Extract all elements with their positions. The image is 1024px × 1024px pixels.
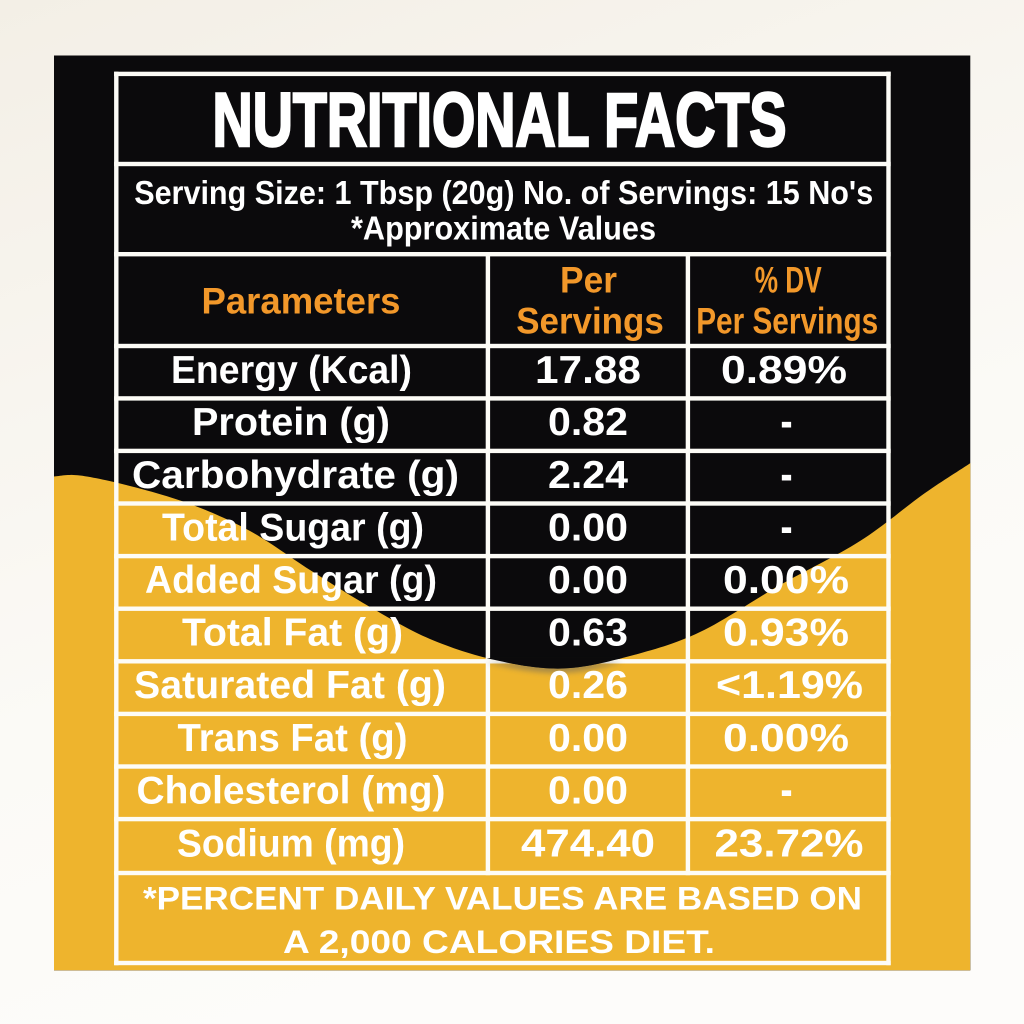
svg-text:Total Sugar (g): Total Sugar (g) (162, 506, 424, 549)
svg-text:-: - (781, 769, 792, 812)
svg-text:Saturated Fat (g): Saturated Fat (g) (134, 664, 446, 707)
svg-text:0.26: 0.26 (548, 664, 628, 707)
svg-text:Per Servings: Per Servings (696, 300, 878, 342)
svg-text:0.00: 0.00 (548, 506, 628, 549)
svg-text:Sodium (mg): Sodium (mg) (177, 823, 405, 866)
svg-text:Cholesterol (mg): Cholesterol (mg) (137, 769, 446, 812)
svg-text:Added Sugar (g): Added Sugar (g) (145, 559, 437, 602)
svg-text:NUTRITIONAL FACTS: NUTRITIONAL FACTS (213, 78, 787, 163)
svg-text:-: - (781, 506, 792, 549)
svg-text:*Approximate Values: *Approximate Values (351, 211, 656, 248)
svg-text:Per: Per (560, 258, 617, 300)
svg-text:0.00: 0.00 (548, 769, 628, 812)
svg-text:0.82: 0.82 (548, 401, 628, 444)
svg-text:-: - (781, 454, 792, 497)
svg-text:Carbohydrate (g): Carbohydrate (g) (132, 454, 459, 497)
svg-text:0.00: 0.00 (548, 559, 628, 602)
svg-text:0.00%: 0.00% (723, 559, 849, 602)
svg-text:0.63: 0.63 (548, 612, 628, 655)
svg-text:*PERCENT DAILY VALUES ARE BASE: *PERCENT DAILY VALUES ARE BASED ON (143, 880, 862, 917)
svg-text:Trans Fat (g): Trans Fat (g) (178, 717, 408, 760)
svg-text:-: - (781, 401, 792, 444)
svg-text:23.72%: 23.72% (715, 823, 864, 866)
svg-text:0.93%: 0.93% (723, 612, 849, 655)
svg-text:Energy (Kcal): Energy (Kcal) (171, 349, 412, 392)
svg-text:0.00: 0.00 (548, 717, 628, 760)
svg-text:474.40: 474.40 (521, 823, 655, 866)
svg-text:17.88: 17.88 (535, 349, 641, 392)
svg-text:<1.19%: <1.19% (716, 664, 863, 707)
svg-text:2.24: 2.24 (548, 454, 629, 497)
svg-text:Parameters: Parameters (202, 280, 401, 322)
svg-text:Total Fat (g): Total Fat (g) (182, 612, 403, 655)
svg-text:Protein (g): Protein (g) (192, 401, 390, 444)
svg-text:Serving Size: 1 Tbsp (20g) No.: Serving Size: 1 Tbsp (20g) No. of Servin… (134, 175, 873, 212)
svg-text:0.00%: 0.00% (723, 717, 849, 760)
svg-text:0.89%: 0.89% (721, 349, 847, 392)
svg-text:Servings: Servings (516, 300, 664, 342)
svg-text:% DV: % DV (755, 258, 822, 300)
svg-text:A 2,000 CALORIES DIET.: A 2,000 CALORIES DIET. (283, 923, 715, 960)
